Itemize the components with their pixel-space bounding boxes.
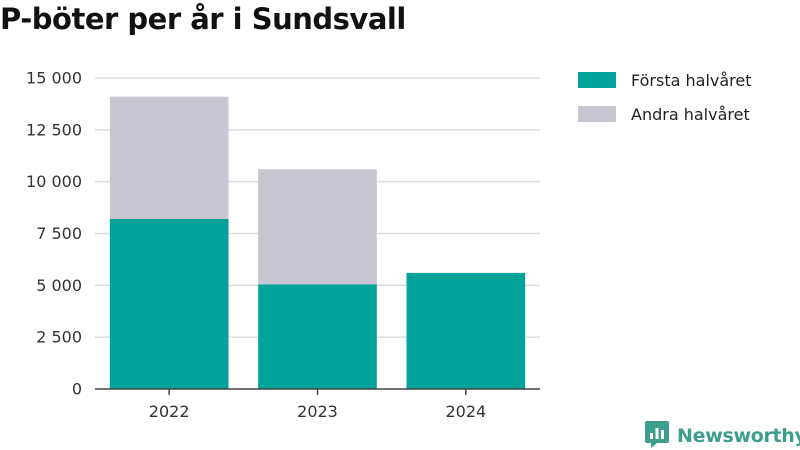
chart-title: P-böter per år i Sundsvall xyxy=(0,2,406,36)
x-tick-label: 2022 xyxy=(149,402,190,421)
legend-swatch xyxy=(578,106,616,122)
x-tick-label: 2024 xyxy=(445,402,486,421)
bar-2023-series-2 xyxy=(258,169,377,285)
bar-2024-series-1 xyxy=(406,272,526,389)
legend-label: Andra halvåret xyxy=(631,105,750,124)
brand-name: Newsworthy xyxy=(677,424,800,447)
y-tick-label: 12 500 xyxy=(26,120,82,139)
axes: 0 2 500 5 000 7 500 10 000 12 500 15 000 2022 20… xyxy=(26,69,540,421)
y-tick-label: 5 000 xyxy=(36,276,82,295)
x-tick-label: 2023 xyxy=(297,402,338,421)
newsworthy-logo-icon xyxy=(644,419,670,450)
y-tick-label: 10 000 xyxy=(26,172,82,191)
legend: Första halvåret Andra halvåret xyxy=(578,71,752,124)
bars xyxy=(109,96,526,389)
y-tick-label: 15 000 xyxy=(26,69,82,88)
y-tick-label: 7 500 xyxy=(36,224,82,243)
bar-2023-series-1 xyxy=(258,284,377,389)
y-tick-label: 0 xyxy=(72,380,82,399)
bar-2022-series-1 xyxy=(109,218,229,389)
bar-2022-series-2 xyxy=(109,96,229,219)
y-tick-label: 2 500 xyxy=(36,328,82,347)
newsworthy-brand[interactable]: Newsworthy xyxy=(644,419,800,450)
legend-swatch xyxy=(578,72,616,88)
legend-label: Första halvåret xyxy=(631,71,752,90)
